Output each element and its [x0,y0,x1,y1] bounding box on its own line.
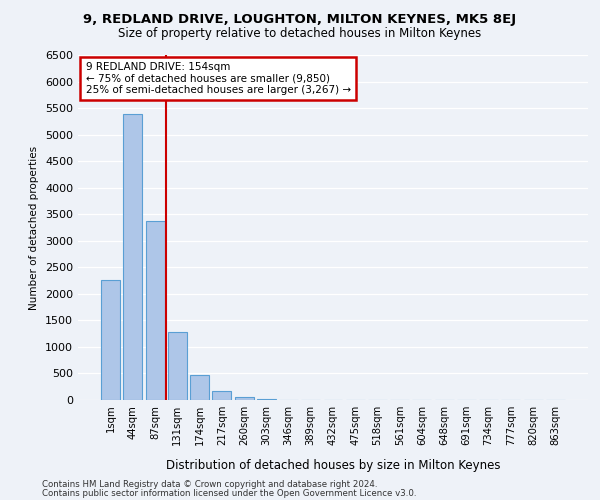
Bar [190,374,209,400]
Text: 9, REDLAND DRIVE, LOUGHTON, MILTON KEYNES, MK5 8EJ: 9, REDLAND DRIVE, LOUGHTON, MILTON KEYNE… [83,12,517,26]
Bar [101,280,120,400]
Text: Contains public sector information licensed under the Open Government Licence v3: Contains public sector information licen… [42,488,416,498]
X-axis label: Distribution of detached houses by size in Milton Keynes: Distribution of detached houses by size … [166,459,500,472]
Y-axis label: Number of detached properties: Number of detached properties [29,146,40,310]
Bar [235,396,254,400]
Bar [124,114,142,400]
Text: 9 REDLAND DRIVE: 154sqm
← 75% of detached houses are smaller (9,850)
25% of semi: 9 REDLAND DRIVE: 154sqm ← 75% of detache… [86,62,351,95]
Text: Contains HM Land Registry data © Crown copyright and database right 2024.: Contains HM Land Registry data © Crown c… [42,480,377,489]
Bar [146,220,164,400]
Bar [168,332,187,400]
Text: Size of property relative to detached houses in Milton Keynes: Size of property relative to detached ho… [118,28,482,40]
Bar [212,390,231,400]
